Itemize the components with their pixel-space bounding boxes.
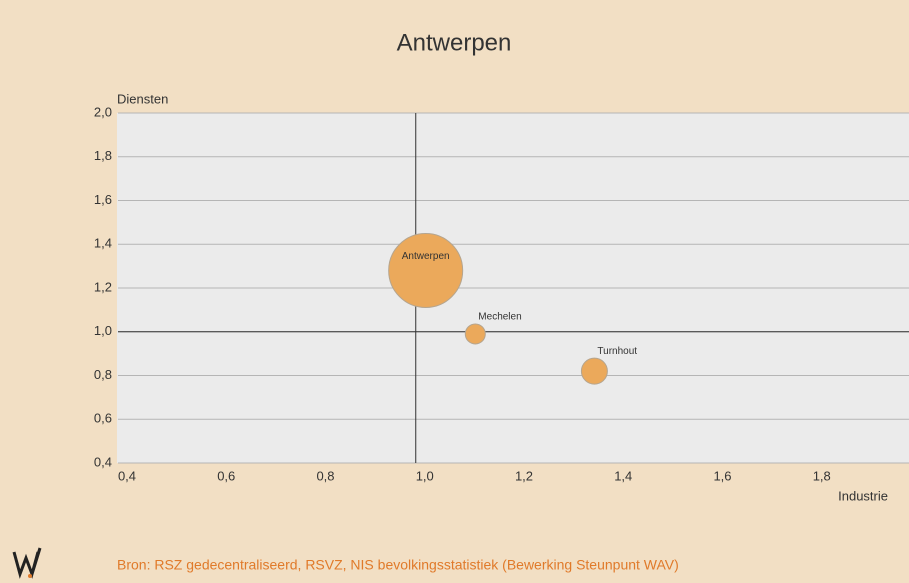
bubble-label: Turnhout [597,346,637,357]
chart-title: Antwerpen [397,29,512,56]
x-tick-label: 0,8 [316,468,334,483]
y-tick-label: 1,0 [94,323,112,338]
bubble [464,323,486,345]
logo [12,547,42,579]
y-tick-label: 0,6 [94,411,112,426]
bubble-label: Antwerpen [402,251,450,262]
y-tick-label: 1,2 [94,279,112,294]
x-tick-label: 1,6 [713,468,731,483]
x-tick-label: 1,2 [515,468,533,483]
y-axis-label: Diensten [117,91,168,106]
x-tick-label: 1,8 [813,468,831,483]
source-note: Bron: RSZ gedecentraliseerd, RSVZ, NIS b… [117,557,679,573]
y-tick-label: 2,0 [94,104,112,119]
x-tick-label: 0,6 [217,468,235,483]
x-axis-label: Industrie [838,488,888,503]
x-tick-label: 1,4 [614,468,632,483]
y-tick-label: 1,4 [94,236,112,251]
y-tick-label: 0,8 [94,367,112,382]
x-tick-label: 1,0 [416,468,434,483]
bubble [580,357,608,385]
y-tick-label: 1,6 [94,192,112,207]
bubble [388,233,464,308]
x-tick-label: 0,4 [118,468,136,483]
y-tick-label: 0,4 [94,454,112,469]
y-tick-label: 1,8 [94,148,112,163]
bubble-label: Mechelen [478,312,521,323]
